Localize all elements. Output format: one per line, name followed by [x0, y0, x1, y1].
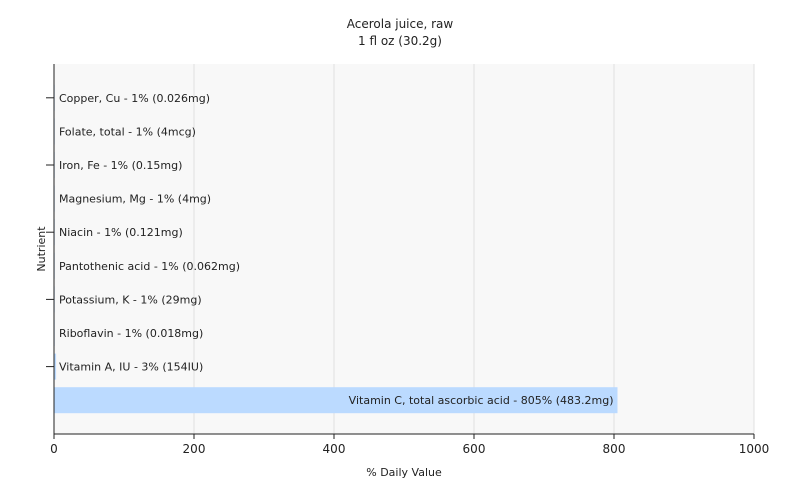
axes — [46, 64, 755, 439]
grid-lines — [193, 64, 755, 434]
bar-label: Potassium, K - 1% (29mg) — [59, 293, 202, 306]
tick-labels: 0 200 400 600 800 1000 — [50, 442, 769, 456]
bar — [54, 353, 57, 380]
bar-label: Vitamin C, total ascorbic acid - 805% (4… — [349, 394, 614, 407]
x-tick-label: 400 — [323, 442, 346, 456]
chart-subtitle: 1 fl oz (30.2g) — [358, 34, 442, 48]
chart-title: Acerola juice, raw — [347, 17, 454, 31]
x-tick-label: 200 — [183, 442, 206, 456]
bar-label: Niacin - 1% (0.121mg) — [59, 226, 183, 239]
bar-label: Copper, Cu - 1% (0.026mg) — [59, 92, 210, 105]
y-axis-title: Nutrient — [35, 226, 48, 272]
bar-labels: Copper, Cu - 1% (0.026mg) Folate, total -… — [59, 92, 614, 407]
bar-label: Vitamin A, IU - 3% (154IU) — [59, 361, 203, 374]
bar-label: Folate, total - 1% (4mcg) — [59, 125, 196, 138]
bar-label: Pantothenic acid - 1% (0.062mg) — [59, 260, 240, 273]
plot-area — [54, 64, 754, 434]
x-axis-title: % Daily Value — [366, 466, 442, 479]
x-tick-label: 0 — [50, 442, 58, 456]
x-tick-label: 1000 — [739, 442, 770, 456]
bar — [54, 387, 618, 414]
bar-label: Iron, Fe - 1% (0.15mg) — [59, 159, 182, 172]
x-tick-label: 600 — [463, 442, 486, 456]
bar-label: Riboflavin - 1% (0.018mg) — [59, 327, 203, 340]
bar-label: Magnesium, Mg - 1% (4mg) — [59, 193, 211, 206]
x-tick-label: 800 — [603, 442, 626, 456]
